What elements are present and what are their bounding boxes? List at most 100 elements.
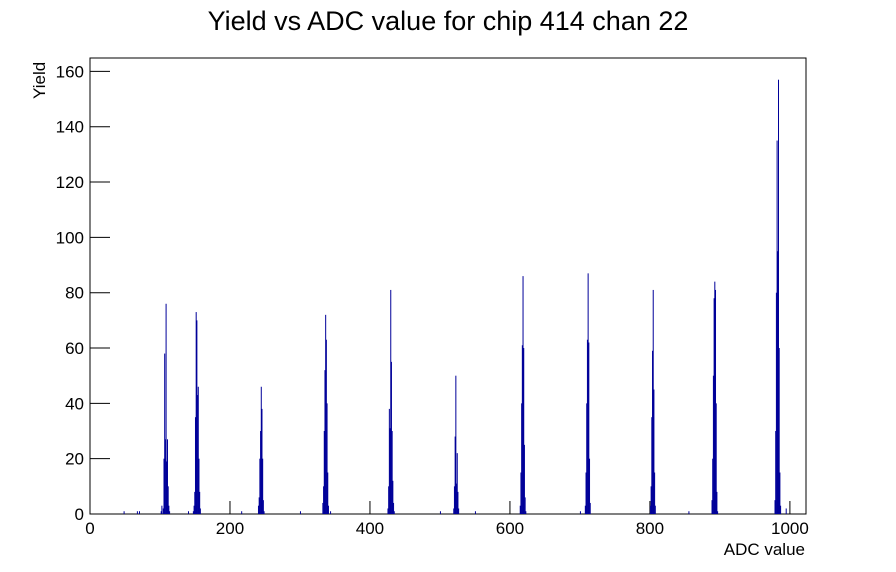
histogram-bin bbox=[453, 486, 455, 514]
y-axis-label: Yield bbox=[30, 62, 49, 99]
histogram-bin bbox=[161, 505, 163, 514]
histogram-bin bbox=[523, 348, 525, 514]
histogram-bin bbox=[263, 511, 265, 514]
histogram-bin bbox=[389, 428, 391, 514]
y-tick-label: 140 bbox=[56, 118, 84, 137]
histogram-bin bbox=[187, 511, 189, 514]
histogram-bin bbox=[388, 408, 390, 514]
histogram-bin bbox=[453, 508, 455, 514]
histogram-bin bbox=[261, 408, 263, 514]
histogram-bin bbox=[653, 389, 655, 514]
histogram-bin bbox=[715, 289, 717, 514]
histogram-bin bbox=[457, 491, 459, 514]
histogram-bin bbox=[458, 508, 460, 514]
histogram-bin bbox=[299, 511, 301, 514]
x-tick-label: 600 bbox=[496, 519, 524, 538]
histogram-bin bbox=[325, 314, 327, 514]
histogram-bin bbox=[241, 511, 243, 514]
histogram-bin bbox=[194, 417, 196, 514]
histogram-bin bbox=[163, 458, 165, 514]
histogram-bin bbox=[585, 472, 587, 514]
histogram-bin bbox=[716, 491, 718, 514]
plot-frame bbox=[89, 57, 807, 515]
histogram-bin bbox=[776, 140, 778, 514]
histogram-bin bbox=[325, 339, 327, 514]
histogram-bin bbox=[586, 403, 588, 514]
histogram-bin bbox=[390, 289, 392, 514]
histogram-bin bbox=[652, 289, 654, 514]
histogram-bin bbox=[164, 439, 166, 514]
histogram-bin bbox=[392, 480, 394, 514]
histogram-bin bbox=[785, 508, 787, 514]
x-tick-label: 0 bbox=[85, 519, 94, 538]
histogram-bin bbox=[525, 511, 527, 514]
histogram-bin bbox=[387, 508, 389, 514]
histogram-bin bbox=[323, 486, 325, 514]
x-tick-label: 200 bbox=[216, 519, 244, 538]
y-tick-label: 40 bbox=[65, 394, 84, 413]
histogram-bin bbox=[780, 505, 782, 514]
histogram-bin bbox=[715, 403, 717, 514]
histogram-bin bbox=[166, 439, 168, 514]
histogram-bin bbox=[166, 461, 168, 514]
histogram-bin bbox=[138, 511, 140, 514]
histogram-bin bbox=[521, 403, 523, 514]
histogram-bin bbox=[199, 508, 201, 514]
histogram-bin bbox=[197, 395, 199, 514]
histogram-bin bbox=[524, 497, 526, 514]
histogram-bin bbox=[474, 511, 476, 514]
y-tick-label: 60 bbox=[65, 339, 84, 358]
histogram-bin bbox=[521, 345, 523, 514]
histogram-bin bbox=[589, 502, 591, 514]
histogram-bin bbox=[712, 375, 714, 514]
histogram-bin bbox=[327, 505, 329, 514]
histogram-bin bbox=[262, 458, 264, 514]
histogram-bin bbox=[652, 350, 654, 514]
histogram-bin bbox=[393, 511, 395, 514]
histogram-bin bbox=[649, 505, 651, 514]
histogram-bin bbox=[393, 502, 395, 514]
histogram-bin bbox=[167, 486, 169, 514]
histogram-bin bbox=[584, 505, 586, 514]
histogram-bin bbox=[713, 298, 715, 514]
y-tick-label: 0 bbox=[75, 505, 84, 524]
histogram-bin bbox=[390, 361, 392, 514]
histogram-bin bbox=[714, 281, 716, 514]
histogram-bin bbox=[327, 472, 329, 514]
histogram-bin bbox=[579, 511, 581, 514]
histogram-bin bbox=[259, 458, 261, 514]
histogram-bin bbox=[454, 436, 456, 514]
histogram-bin bbox=[322, 502, 324, 514]
y-tick-label: 80 bbox=[65, 284, 84, 303]
histogram-bin bbox=[260, 431, 262, 514]
histogram-bin bbox=[388, 486, 390, 514]
histogram-bin bbox=[456, 453, 458, 514]
y-tick-label: 100 bbox=[56, 228, 84, 247]
histogram-bin bbox=[778, 79, 780, 514]
histogram-bin bbox=[199, 491, 201, 514]
histogram-bin bbox=[775, 292, 777, 514]
histogram-bin bbox=[323, 431, 325, 514]
histogram-bin bbox=[162, 508, 164, 514]
histogram-bin bbox=[778, 348, 780, 514]
histogram-bin bbox=[654, 505, 656, 514]
histogram-bin bbox=[775, 431, 777, 514]
histogram-bin bbox=[192, 511, 194, 514]
histogram-bin bbox=[588, 342, 590, 514]
x-tick-label: 1000 bbox=[771, 519, 809, 538]
y-tick-label: 160 bbox=[56, 62, 84, 81]
histogram-bin bbox=[195, 312, 197, 514]
histogram-bin bbox=[654, 472, 656, 514]
histogram-bin bbox=[711, 500, 713, 514]
histogram-bin bbox=[164, 353, 166, 514]
chart-title: Yield vs ADC value for chip 414 chan 22 bbox=[208, 6, 689, 36]
histogram-bin bbox=[194, 491, 196, 514]
histogram-bin bbox=[136, 511, 138, 514]
histogram-bin bbox=[330, 511, 332, 514]
histogram-bin bbox=[523, 444, 525, 514]
histogram-bin bbox=[196, 320, 198, 514]
histogram-bin bbox=[260, 386, 262, 514]
histogram-bin bbox=[326, 403, 328, 514]
histogram-bin bbox=[197, 386, 199, 514]
histogram-bin bbox=[198, 458, 200, 514]
